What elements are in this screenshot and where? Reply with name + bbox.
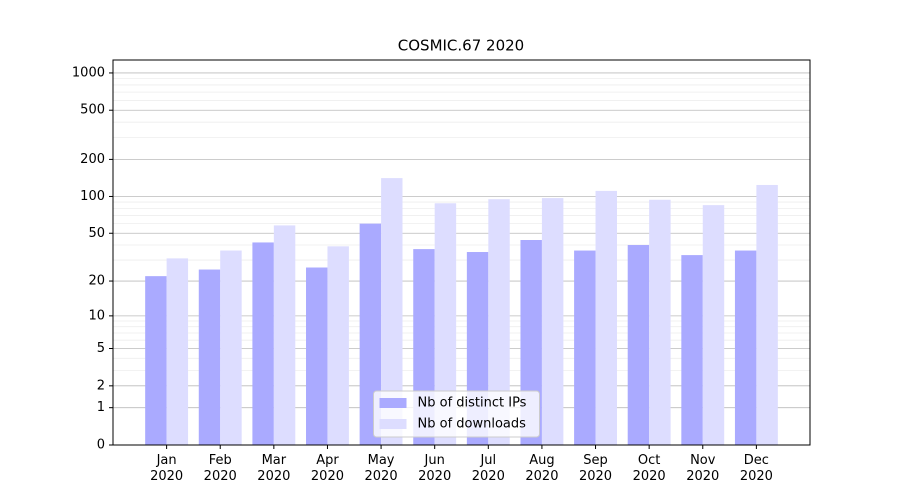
bar bbox=[702, 205, 725, 445]
legend-label: Nb of downloads bbox=[418, 417, 527, 432]
bar bbox=[574, 250, 596, 445]
bar bbox=[627, 245, 650, 445]
bar bbox=[273, 225, 296, 445]
x-tick-label: Jun 2020 bbox=[418, 453, 452, 484]
x-tick-label: Aug 2020 bbox=[525, 453, 559, 484]
y-tick-label: 200 bbox=[80, 152, 105, 167]
bar bbox=[359, 223, 382, 445]
x-tick-label: Feb 2020 bbox=[203, 453, 237, 484]
x-tick-label: May 2020 bbox=[364, 453, 398, 484]
bar bbox=[306, 267, 328, 445]
y-tick-label: 10 bbox=[88, 308, 105, 323]
plot-frame bbox=[112, 59, 811, 446]
x-tick-label: Dec 2020 bbox=[739, 453, 773, 484]
x-tick-label: Jan 2020 bbox=[150, 453, 184, 484]
bar bbox=[145, 276, 167, 445]
y-tick-label: 50 bbox=[88, 226, 105, 241]
y-tick-label: 1 bbox=[97, 400, 105, 415]
x-tick-label: Mar 2020 bbox=[257, 453, 291, 484]
legend: Nb of distinct IPs Nb of downloads bbox=[373, 390, 540, 438]
bar bbox=[595, 190, 617, 445]
bar bbox=[734, 250, 757, 445]
legend-swatch bbox=[379, 398, 407, 408]
bar bbox=[649, 199, 671, 445]
y-tick-label: 500 bbox=[80, 103, 105, 118]
bar bbox=[756, 184, 778, 445]
bar bbox=[252, 242, 274, 445]
bar bbox=[681, 255, 703, 445]
bar bbox=[220, 250, 242, 445]
x-tick-label: Nov 2020 bbox=[686, 453, 720, 484]
y-tick-label: 2 bbox=[97, 378, 105, 393]
bar bbox=[166, 258, 189, 445]
legend-box bbox=[373, 390, 540, 438]
bar bbox=[541, 198, 564, 445]
bar bbox=[434, 203, 457, 445]
chart-title: COSMIC.67 2020 bbox=[398, 37, 524, 55]
legend-swatch bbox=[379, 419, 407, 429]
x-tick-label: Sep 2020 bbox=[578, 453, 613, 484]
y-tick-label: 20 bbox=[88, 274, 105, 289]
x-tick-label: Oct 2020 bbox=[632, 453, 666, 484]
bar bbox=[381, 178, 403, 445]
bar bbox=[488, 199, 510, 445]
y-tick-label: 1000 bbox=[72, 65, 105, 80]
legend-label: Nb of distinct IPs bbox=[418, 396, 527, 411]
x-tick-label: Jul 2020 bbox=[471, 453, 505, 484]
bar bbox=[198, 269, 221, 445]
bar bbox=[327, 246, 349, 445]
y-tick-label: 0 bbox=[97, 438, 105, 453]
y-tick-label: 100 bbox=[80, 189, 105, 204]
y-tick-label: 5 bbox=[97, 341, 105, 356]
x-tick-label: Apr 2020 bbox=[310, 453, 344, 484]
